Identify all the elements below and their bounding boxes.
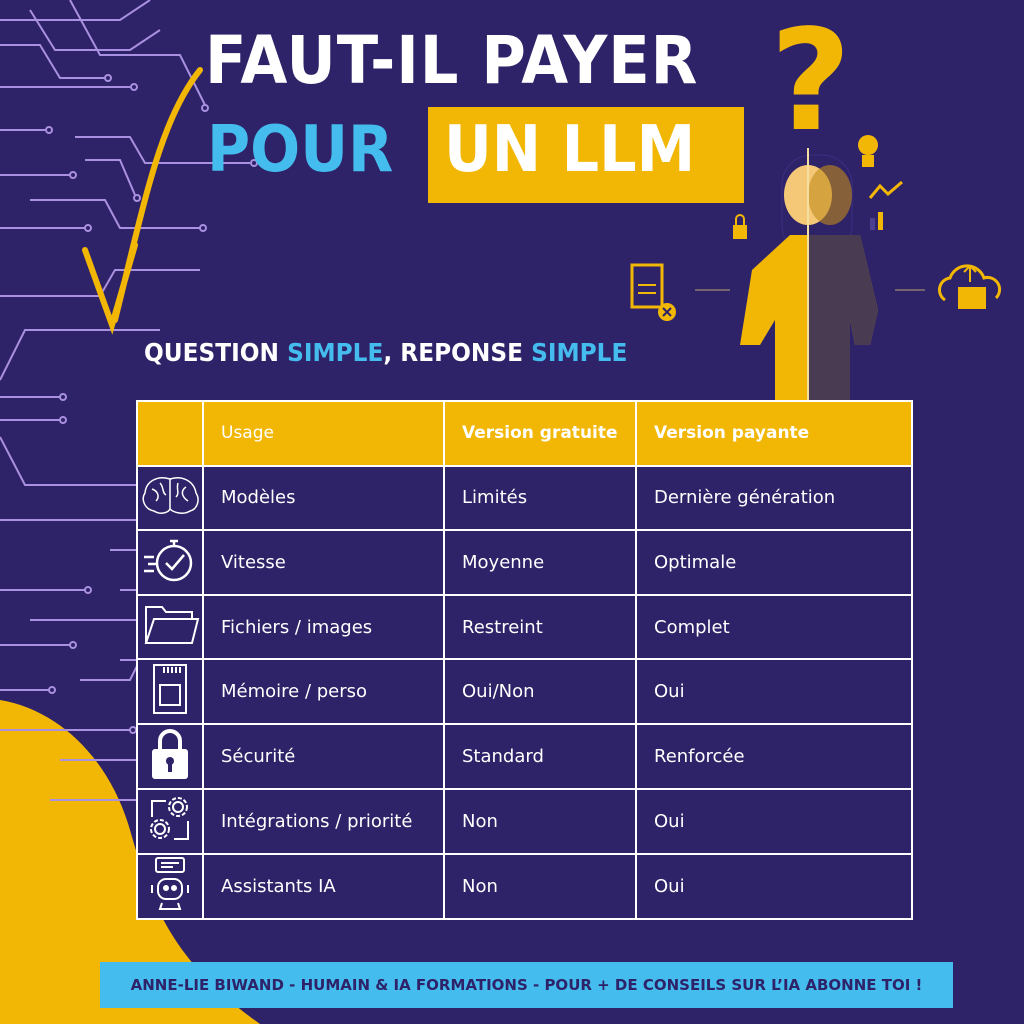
table-row: Modèles Limités Dernière génération — [136, 464, 913, 532]
trend-line-icon — [868, 180, 903, 199]
bar-chart-icon — [870, 212, 883, 230]
free-cell: Oui/Non — [443, 658, 637, 725]
usage-cell: Modèles — [202, 464, 445, 532]
free-cell: Moyenne — [443, 529, 637, 596]
title-line-1: FAUT-IL PAYER — [205, 22, 699, 99]
subtitle: QUESTION SIMPLE, REPONSE SIMPLE — [144, 338, 627, 367]
yellow-arrow — [82, 67, 203, 335]
free-cell: Non — [443, 852, 637, 920]
person-illustration — [740, 148, 878, 400]
paid-cell: Optimale — [635, 529, 913, 596]
usage-cell: Vitesse — [202, 529, 445, 596]
usage-cell: Intégrations / priorité — [202, 787, 445, 855]
gears-integration-icon — [136, 787, 204, 855]
table-row: Intégrations / priorité Non Oui — [136, 787, 913, 855]
table-header-row: Usage Version gratuite Version payante — [136, 400, 913, 467]
paid-cell: Dernière génération — [635, 464, 913, 532]
table-row: Fichiers / images Restreint Complet — [136, 593, 913, 661]
folder-icon — [136, 593, 204, 661]
subtitle-part: QUESTION — [144, 338, 288, 367]
footer-banner: ANNE-LIE BIWAND - HUMAIN & IA FORMATIONS… — [100, 962, 953, 1008]
table-row: Mémoire / perso Oui/Non Oui — [136, 658, 913, 725]
subtitle-highlight: SIMPLE — [287, 338, 384, 367]
paid-cell: Renforcée — [635, 722, 913, 790]
header-free: Version gratuite — [443, 400, 637, 467]
question-mark-graphic: ? — [770, 0, 852, 163]
robot-assistant-icon — [136, 852, 204, 920]
free-cell: Standard — [443, 722, 637, 790]
yellow-blob — [0, 700, 260, 1024]
header-paid: Version payante — [635, 400, 913, 467]
lightbulb-icon — [858, 135, 878, 167]
table-row: Sécurité Standard Renforcée — [136, 722, 913, 790]
lock-small-icon — [733, 214, 747, 239]
document-rejected-icon — [630, 263, 676, 321]
paid-cell: Oui — [635, 658, 913, 725]
free-cell: Limités — [443, 464, 637, 532]
paid-cell: Oui — [635, 787, 913, 855]
header-usage: Usage — [202, 400, 445, 467]
usage-cell: Assistants IA — [202, 852, 445, 920]
memory-card-icon — [136, 658, 204, 725]
stopwatch-check-icon — [136, 529, 204, 596]
paid-cell: Oui — [635, 852, 913, 920]
usage-cell: Sécurité — [202, 722, 445, 790]
padlock-icon — [136, 722, 204, 790]
table-row: Vitesse Moyenne Optimale — [136, 529, 913, 596]
header-icon-cell — [136, 400, 204, 467]
brain-icon — [136, 464, 204, 532]
subtitle-highlight: SIMPLE — [531, 338, 628, 367]
title-line-2-blue: POUR — [207, 113, 394, 187]
table-row: Assistants IA Non Oui — [136, 852, 913, 920]
usage-cell: Mémoire / perso — [202, 658, 445, 725]
usage-cell: Fichiers / images — [202, 593, 445, 661]
free-cell: Restreint — [443, 593, 637, 661]
title-highlight-box — [428, 107, 744, 203]
comparison-table: Usage Version gratuite Version payante M… — [136, 400, 913, 920]
subtitle-part: , REPONSE — [383, 338, 532, 367]
cloud-folder-icon — [938, 264, 1002, 309]
title-line-2-highlight: UN LLM — [444, 113, 696, 187]
paid-cell: Complet — [635, 593, 913, 661]
free-cell: Non — [443, 787, 637, 855]
